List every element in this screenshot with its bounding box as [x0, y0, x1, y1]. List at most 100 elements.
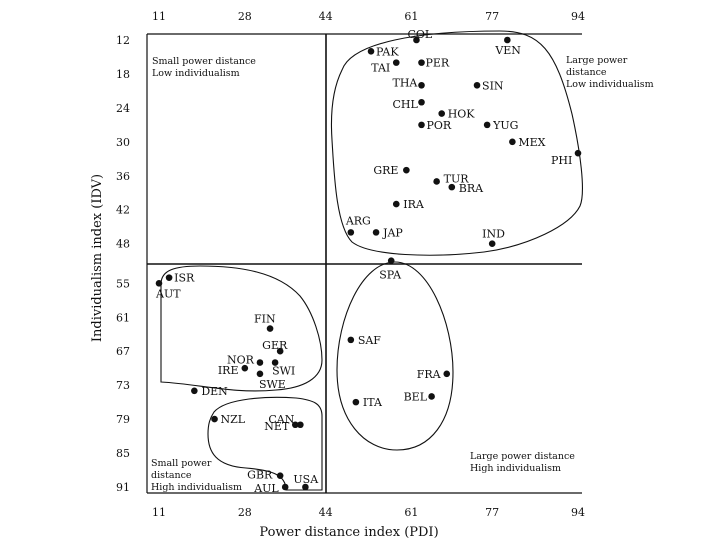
point-yug — [483, 121, 491, 129]
point-ita — [352, 398, 360, 406]
label-swi: SWI — [272, 365, 295, 378]
point-jap — [372, 229, 380, 236]
y-tick: 30 — [116, 136, 130, 149]
point-tur — [433, 178, 440, 185]
label-nor: NOR — [227, 354, 255, 367]
label-aul: AUL — [253, 482, 279, 495]
point-usa — [302, 483, 309, 491]
label-jap: JAP — [382, 226, 403, 239]
point-fin — [266, 325, 274, 332]
label-ita: ITA — [363, 396, 383, 409]
y-axis-title: Individualism index (IDV) — [90, 174, 105, 342]
point-swi — [271, 359, 279, 366]
label-per: PER — [426, 57, 450, 70]
label-tur: TUR — [444, 172, 470, 185]
axis-ticks: 11 11 28 28 44 44 61 61 77 77 94 94 12 18 24 30 36 42 48 55… — [116, 10, 585, 519]
label-net: NET — [264, 420, 290, 433]
label-aut: AUT — [155, 287, 181, 300]
y-tick: 61 — [116, 311, 130, 324]
label-por: POR — [427, 119, 452, 132]
point-tha — [418, 81, 425, 89]
cluster-outline-small-pdi — [160, 265, 323, 392]
point-bel — [428, 393, 435, 400]
x-tick-bottom: 11 — [152, 506, 166, 519]
label-phi: PHI — [551, 154, 572, 167]
y-tick: 67 — [116, 345, 130, 358]
y-tick: 73 — [116, 379, 130, 392]
y-tick: 24 — [116, 102, 130, 115]
point-can — [297, 421, 304, 429]
label-tai: TAI — [371, 62, 390, 75]
x-axis-title: Power distance index (PDI) — [259, 525, 438, 540]
x-tick-bottom: 94 — [571, 506, 585, 519]
label-saf: SAF — [358, 334, 381, 347]
label-ire: IRE — [218, 364, 239, 377]
point-chl — [418, 98, 425, 106]
label-spa: SPA — [379, 269, 402, 282]
point-hok — [438, 110, 445, 117]
x-tick-top: 77 — [485, 10, 499, 23]
quadrant-label-bl: Small power distance High individualism — [151, 458, 242, 493]
point-ind — [488, 240, 496, 247]
y-tick: 85 — [116, 447, 130, 460]
point-ire — [241, 364, 249, 372]
x-tick-bottom: 44 — [319, 506, 333, 519]
point-ira — [392, 200, 400, 208]
label-usa: USA — [293, 473, 319, 486]
point-gre — [403, 166, 410, 174]
quadrant-label-tl: Small power distance Low individualism — [152, 56, 256, 79]
label-bra: BRA — [459, 182, 484, 195]
y-tick: 42 — [116, 204, 130, 217]
label-bel: BEL — [404, 390, 428, 403]
point-bra — [448, 183, 456, 191]
y-tick: 79 — [116, 413, 130, 426]
quadrant-label-br: Large power distance High individualism — [470, 451, 575, 474]
label-nzl: NZL — [221, 413, 246, 426]
label-ira: IRA — [403, 198, 425, 211]
x-tick-top: 61 — [404, 10, 418, 23]
point-tai — [392, 59, 400, 66]
x-tick-top: 28 — [238, 10, 252, 23]
y-tick: 12 — [116, 34, 130, 47]
point-arg — [347, 229, 355, 236]
y-tick: 48 — [116, 238, 130, 251]
y-tick: 18 — [116, 68, 130, 81]
label-pak: PAK — [376, 45, 399, 58]
y-tick: 91 — [116, 481, 130, 494]
point-saf — [347, 336, 355, 344]
point-ger — [276, 347, 284, 355]
point-por — [418, 121, 425, 129]
point-isr — [165, 274, 173, 281]
point-gbr — [276, 472, 284, 479]
label-fin: FIN — [254, 313, 276, 326]
plot-frame — [146, 33, 582, 494]
point-sin — [473, 81, 481, 89]
label-mex: MEX — [518, 136, 545, 149]
point-nor — [256, 359, 264, 366]
x-tick-bottom: 77 — [485, 506, 499, 519]
label-col: COL — [407, 28, 432, 41]
label-isr: ISR — [174, 272, 195, 285]
point-ven — [504, 36, 511, 44]
quadrant-label-tr: Large power distance Low individualism — [566, 55, 654, 90]
x-tick-top: 44 — [319, 10, 333, 23]
x-tick-bottom: 61 — [404, 506, 418, 519]
point-swe — [256, 370, 264, 378]
point-nzl — [211, 415, 218, 423]
point-spa — [387, 257, 395, 264]
label-ger: GER — [262, 339, 288, 352]
label-ind: IND — [482, 228, 505, 241]
label-gbr: GBR — [247, 469, 273, 482]
point-den — [191, 387, 198, 395]
point-aut — [155, 280, 163, 287]
label-den: DEN — [201, 385, 228, 398]
label-swe: SWE — [259, 378, 286, 391]
y-tick: 36 — [116, 170, 130, 183]
x-tick-top: 94 — [571, 10, 585, 23]
label-gre: GRE — [373, 164, 398, 177]
label-arg: ARG — [345, 214, 371, 227]
label-ven: VEN — [494, 44, 521, 57]
y-tick: 55 — [116, 277, 130, 290]
point-per — [418, 59, 425, 66]
point-aul — [281, 483, 289, 491]
